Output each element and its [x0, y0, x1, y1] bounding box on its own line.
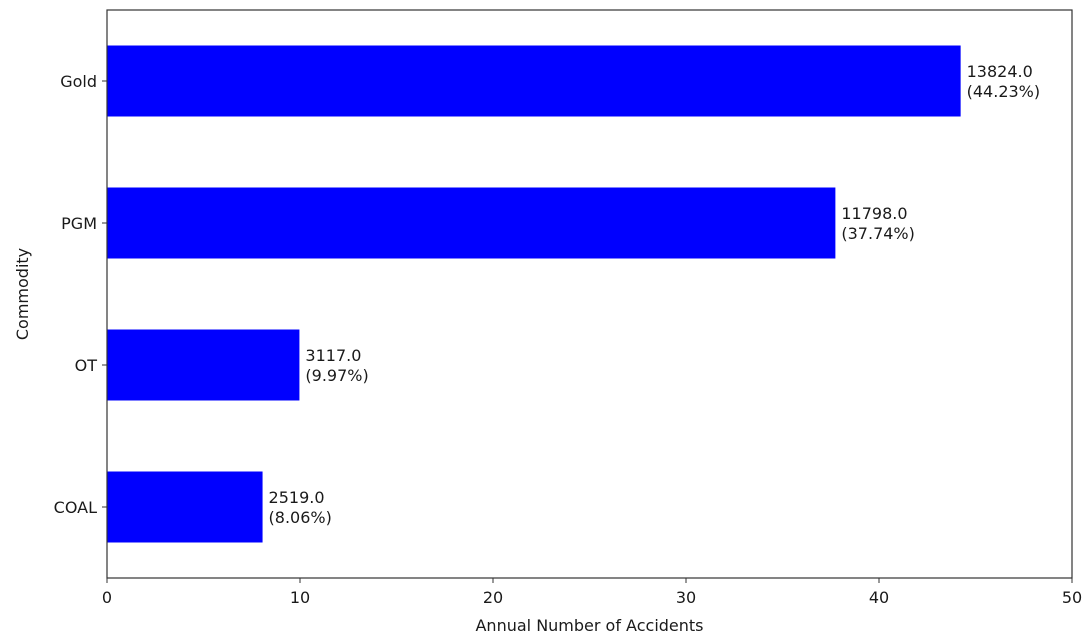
x-tick-label-0: 0 — [102, 588, 112, 607]
y-tick-label-coal: COAL — [54, 498, 97, 517]
data-label-ot-count: 3117.0 — [305, 346, 361, 365]
data-label-ot-percent: (9.97%) — [305, 366, 368, 385]
data-label-coal-percent: (8.06%) — [269, 508, 332, 527]
x-tick-label-30: 30 — [676, 588, 696, 607]
bar-ot — [107, 329, 300, 401]
y-tick-label-pgm: PGM — [61, 214, 97, 233]
bar-pgm — [107, 187, 836, 259]
bars-layer — [107, 45, 961, 543]
x-axis-ticks: 0 10 20 30 40 50 — [102, 578, 1082, 607]
x-tick-label-40: 40 — [869, 588, 889, 607]
data-label-gold-count: 13824.0 — [967, 62, 1033, 81]
data-label-coal-count: 2519.0 — [269, 488, 325, 507]
plot-frame — [106, 9, 1073, 579]
bar-gold — [107, 45, 961, 117]
data-labels-layer: 2519.0(8.06%) 3117.0(9.97%) 11798.0(37.74%… — [269, 62, 1041, 527]
x-axis-title: Annual Number of Accidents — [475, 616, 703, 635]
x-tick-label-10: 10 — [290, 588, 310, 607]
x-tick-label-20: 20 — [483, 588, 503, 607]
data-label-gold-percent: (44.23%) — [967, 82, 1040, 101]
y-axis-ticks: COAL OT PGM Gold — [54, 72, 107, 517]
y-tick-label-gold: Gold — [60, 72, 97, 91]
data-label-pgm-percent: (37.74%) — [841, 224, 915, 243]
y-tick-label-ot: OT — [75, 356, 98, 375]
x-tick-label-50: 50 — [1062, 588, 1082, 607]
y-axis-title: Commodity — [13, 248, 32, 340]
data-label-pgm-count: 11798.0 — [841, 204, 907, 223]
bar-coal — [107, 471, 263, 543]
